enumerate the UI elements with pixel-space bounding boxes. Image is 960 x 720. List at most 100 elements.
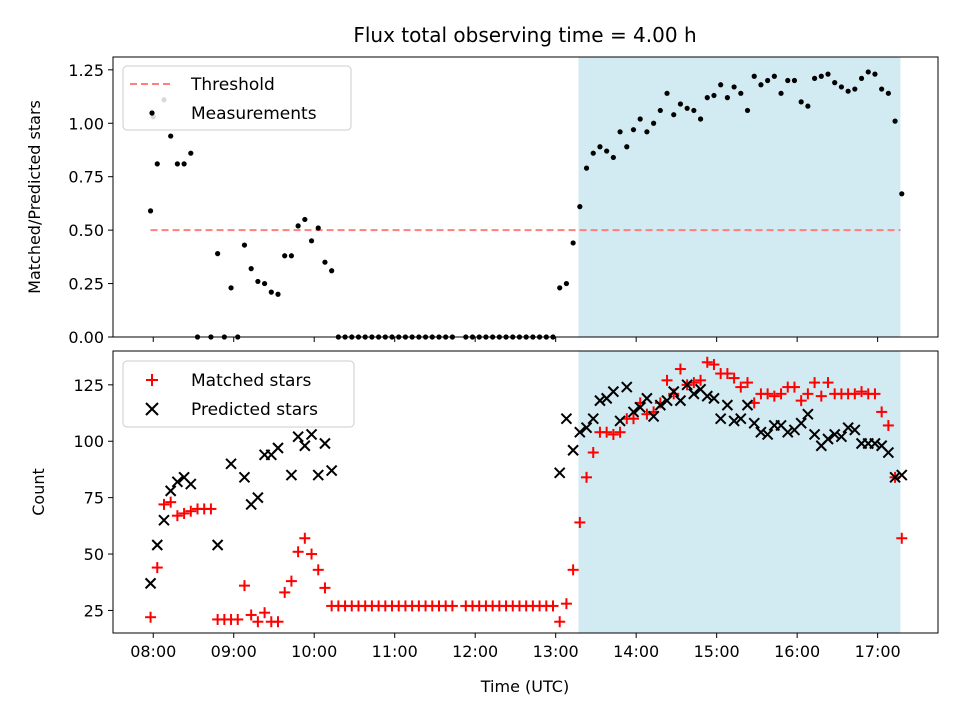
bottom-series-1-point: [674, 394, 687, 407]
top-series-0-point: [651, 120, 657, 126]
x-tick-label: 15:00: [694, 642, 740, 661]
bottom-series-1-point: [285, 469, 298, 481]
legend-matched-marker: [146, 374, 158, 386]
top-series-0-point: [630, 127, 637, 133]
bottom-series-1-point: [560, 412, 573, 425]
top-series-0-point: [617, 129, 623, 135]
top-series-0-point: [811, 75, 818, 81]
top-series-0-point: [858, 75, 865, 81]
bottom-series-0-point: [802, 388, 814, 400]
bottom-series-0-point: [775, 388, 787, 400]
top-series-0-point: [255, 278, 261, 285]
bottom-series-1-point: [272, 442, 284, 454]
bottom-y-axis-label: Count: [29, 468, 48, 516]
top-series-0-point: [885, 90, 891, 96]
top-series-0-point: [597, 144, 603, 150]
bottom-series-0-point: [728, 372, 740, 384]
top-legend: Threshold Measurements: [122, 65, 352, 131]
bottom-series-0-point: [299, 532, 311, 544]
bottom-series-1-point: [312, 469, 324, 481]
top-series-0-point: [805, 103, 811, 109]
bottom-series-1-point: [835, 431, 848, 443]
bottom-series-1-point: [808, 428, 821, 441]
top-series-0-point: [718, 82, 724, 88]
top-series-0-point: [228, 285, 234, 291]
bottom-series-0-point: [151, 562, 163, 574]
bottom-series-1-point: [735, 412, 747, 425]
top-series-0-point: [771, 73, 777, 79]
bottom-series-0-point: [581, 471, 593, 483]
top-series-0-point: [838, 84, 845, 90]
x-tick-label: 16:00: [774, 642, 820, 661]
top-series-0-point: [322, 259, 328, 265]
top-series-0-point: [865, 69, 871, 75]
bottom-series-0-point: [849, 388, 861, 400]
bottom-series-1-point: [252, 491, 264, 504]
bottom-series-1-point: [238, 471, 251, 484]
x-tick-label: 09:00: [211, 642, 257, 661]
bottom-series-1-point: [896, 469, 908, 481]
bottom-series-1-point: [185, 478, 197, 490]
top-series-0-point: [154, 161, 160, 167]
bottom-series-0-point: [587, 447, 599, 459]
bottom-series-1-point: [325, 464, 338, 477]
bottom-series-0-point: [607, 428, 619, 440]
bottom-series-1-point: [580, 421, 593, 434]
bottom-series-1-point: [829, 428, 841, 441]
bottom-series-1-point: [654, 399, 667, 411]
top-series-0-point: [168, 133, 174, 139]
top-series-0-point: [751, 73, 757, 79]
bottom-series-0-point: [185, 505, 197, 517]
y-tick-label: 0.00: [68, 328, 104, 347]
top-series-0-point: [697, 116, 704, 122]
bottom-series-1-point: [587, 412, 599, 425]
top-series-0-point: [664, 90, 670, 96]
bottom-series-1-point: [688, 388, 700, 400]
bottom-series-0-point: [547, 600, 559, 612]
bottom-series-1-point: [594, 394, 606, 407]
bottom-series-0-point: [735, 381, 747, 393]
x-tick-label: 13:00: [533, 642, 579, 661]
bottom-axes: 08:00 09:00 10:00 11:00 12:00 13:00 14:00 15:00…: [73, 350, 939, 661]
bottom-series-1-point: [755, 426, 767, 438]
bottom-series-0-point: [896, 532, 908, 544]
bottom-series-1-point: [292, 431, 304, 443]
bottom-series-0-point: [145, 611, 157, 623]
bottom-series-1-point: [225, 458, 237, 470]
bottom-series-1-point: [621, 381, 633, 393]
bottom-series-1-point: [822, 433, 834, 445]
top-series-0-point: [174, 161, 180, 167]
top-series-0-point: [637, 116, 643, 122]
top-series-0-point: [302, 216, 308, 223]
bottom-series-0-point: [285, 575, 297, 587]
bottom-series-0-point: [306, 548, 318, 560]
top-series-0-point: [738, 90, 744, 96]
x-tick-label: 08:00: [130, 642, 176, 661]
bottom-series-1-point: [795, 417, 807, 429]
bottom-series-1-point: [641, 392, 653, 405]
bottom-series-1-point: [567, 444, 579, 456]
bottom-series-1-point: [708, 392, 720, 405]
top-series-0-point: [671, 112, 677, 118]
bottom-series-0-point: [171, 510, 183, 522]
bottom-series-0-point: [165, 496, 177, 508]
top-series-0-point: [570, 240, 576, 246]
bottom-series-0-point: [762, 388, 774, 400]
x-tick-label: 14:00: [613, 642, 659, 661]
top-shaded-region: [578, 57, 901, 337]
top-series-0-point: [315, 225, 321, 231]
top-series-0-point: [744, 107, 751, 114]
top-panel: 0.00 0.25 0.50 0.75 1.00 1.25 Matched/Predict…: [25, 56, 939, 347]
legend-threshold-label: Threshold: [190, 75, 275, 95]
bottom-series-0-point: [701, 356, 713, 368]
y-tick-label: 100: [73, 432, 104, 451]
top-series-0-point: [825, 71, 831, 77]
y-tick-label: 1.00: [68, 114, 104, 133]
bottom-series-0-point: [158, 498, 170, 510]
top-series-0-point: [704, 95, 710, 101]
bottom-series-1-point: [171, 476, 184, 488]
bottom-series-1-point: [614, 415, 626, 427]
bottom-series-1-point: [782, 426, 794, 438]
bottom-series-0-point: [252, 616, 264, 628]
